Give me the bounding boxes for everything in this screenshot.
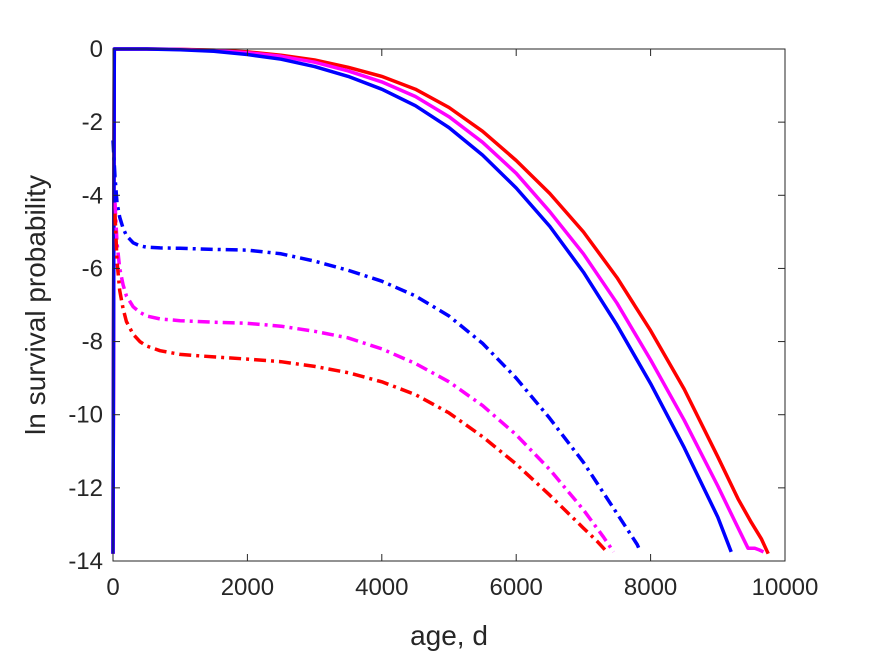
series-line-6 [113,213,609,554]
y-tick-label: -8 [82,329,103,356]
y-axis-label: ln survival probability [20,175,51,435]
tick-layer: 0 2000 4000 6000 8000 10000 0 -2 -4 -6 -8 -10 -12 -14 [68,36,818,601]
y-tick-label: -10 [68,402,103,429]
x-axis-label: age, d [410,620,488,651]
y-tick-label: -4 [82,182,103,209]
x-tick-label: 8000 [624,574,677,601]
series-line-3 [111,47,733,554]
y-tick-label: 0 [90,36,103,63]
series-layer [111,47,770,555]
y-tick-label: -14 [68,548,103,575]
series-line-5 [113,202,616,553]
x-tick-label: 0 [106,574,119,601]
x-tick-label: 6000 [490,574,543,601]
plot-frame [112,48,786,562]
plot-background [113,49,785,561]
y-tick-label: -6 [82,255,103,282]
y-tick-label: -2 [82,109,103,136]
x-tick-label: 2000 [221,574,274,601]
x-tick-label: 10000 [752,574,819,601]
y-tick-label: -12 [68,475,103,502]
x-tick-label: 4000 [355,574,408,601]
